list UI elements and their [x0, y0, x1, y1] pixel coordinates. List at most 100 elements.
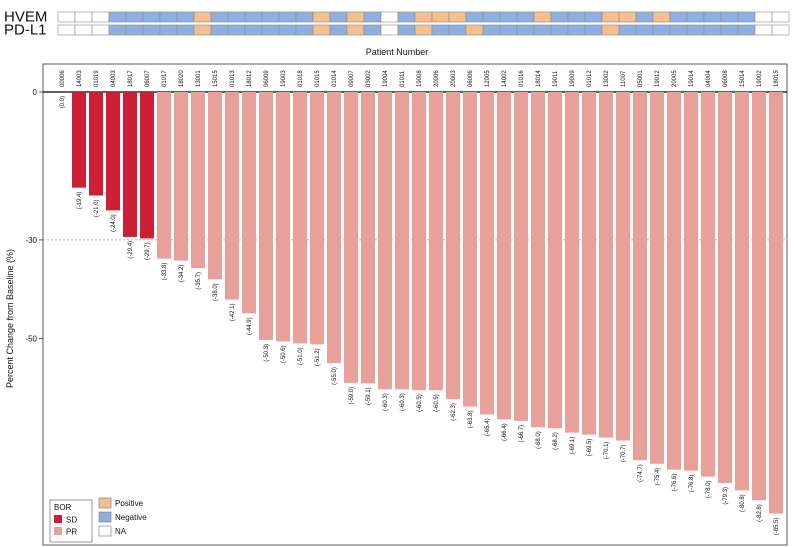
- bar-05001: [633, 92, 647, 461]
- x-tick-label: 06008: [723, 70, 729, 87]
- x-tick-label: 20003: [451, 70, 457, 87]
- data-label: (-79.3): [723, 487, 729, 505]
- bar-15014: [735, 92, 749, 491]
- x-tick-label: 01013: [230, 70, 236, 87]
- x-tick-label: 19011: [553, 70, 559, 87]
- track-cell-pd-l1: [125, 24, 144, 36]
- x-tick-label: 18017: [128, 70, 134, 87]
- bar-12005: [480, 92, 494, 415]
- bar-06006: [463, 92, 477, 407]
- track-cell-pd-l1: [720, 24, 739, 36]
- track-cell-hvem: [414, 11, 433, 23]
- x-tick-label: 01012: [587, 70, 593, 87]
- x-tick-label: 01018: [298, 70, 304, 87]
- track-cell-hvem: [159, 11, 178, 23]
- bar-01014: [327, 92, 341, 364]
- data-label: (-63.8): [468, 411, 474, 429]
- bar-06007: [140, 92, 154, 239]
- x-tick-label: 06007: [145, 70, 151, 87]
- bar-19004: [378, 92, 392, 390]
- x-tick-label: 19014: [689, 70, 695, 87]
- track-cell-hvem: [635, 11, 654, 23]
- data-label: (-21.0): [94, 200, 100, 218]
- track-cell-pd-l1: [499, 24, 518, 36]
- track-cell-hvem: [57, 11, 76, 23]
- data-label: (-62.3): [451, 403, 457, 421]
- track-cell-hvem: [329, 11, 348, 23]
- track-cell-pd-l1: [414, 24, 433, 36]
- x-tick-label: 06006: [468, 70, 474, 87]
- bar-14003: [72, 92, 86, 188]
- data-label: (0.0): [60, 96, 66, 108]
- bar-18012: [242, 92, 256, 314]
- data-label: (-60.5): [417, 394, 423, 412]
- x-tick-label: 01017: [162, 70, 168, 87]
- x-tick-label: 13002: [604, 70, 610, 87]
- biomarker-legend-label-positive: Positive: [115, 499, 144, 508]
- track-cell-hvem: [567, 11, 586, 23]
- track-cell-hvem: [584, 11, 603, 23]
- track-cell-pd-l1: [346, 24, 365, 36]
- data-label: (-59.1): [366, 387, 372, 405]
- bar-01016: [514, 92, 528, 421]
- x-tick-label: 05001: [638, 70, 644, 87]
- x-tick-label: 03002: [366, 70, 372, 87]
- track-cell-pd-l1: [550, 24, 569, 36]
- track-cell-hvem: [431, 11, 450, 23]
- bar-20003: [446, 92, 460, 400]
- x-tick-label: 19008: [417, 70, 423, 87]
- x-tick-label: 20006: [434, 70, 440, 87]
- track-cell-pd-l1: [380, 24, 399, 36]
- track-cell-hvem: [448, 11, 467, 23]
- track-cell-pd-l1: [465, 24, 484, 36]
- bar-04003: [106, 92, 120, 211]
- track-cell-hvem: [91, 11, 110, 23]
- track-cell-hvem: [312, 11, 331, 23]
- x-tick-label: 13001: [196, 70, 202, 87]
- bar-18015: [769, 92, 783, 514]
- track-cell-hvem: [278, 11, 297, 23]
- track-cell-hvem: [754, 11, 773, 23]
- track-cell-hvem: [601, 11, 620, 23]
- data-label: (-82.8): [757, 504, 763, 522]
- bar-01011: [395, 92, 409, 390]
- track-cell-hvem: [227, 11, 246, 23]
- track-cell-pd-l1: [771, 24, 790, 36]
- track-cell-hvem: [703, 11, 722, 23]
- bar-13001: [191, 92, 205, 269]
- data-label: (-50.3): [264, 344, 270, 362]
- data-label: (-51.2): [315, 348, 321, 366]
- x-tick-label: 01014: [332, 70, 338, 87]
- track-cell-hvem: [618, 11, 637, 23]
- track-cell-pd-l1: [108, 24, 127, 36]
- x-tick-label: 09007: [349, 70, 355, 87]
- x-tick-label: 19003: [281, 70, 287, 87]
- x-tick-label: 18014: [536, 70, 542, 87]
- x-tick-label: 04004: [706, 70, 712, 87]
- data-label: (-35.7): [196, 272, 202, 290]
- bar-06009: [259, 92, 273, 340]
- bar-13002: [599, 92, 613, 438]
- bar-01012: [582, 92, 596, 435]
- data-label: (-76.8): [689, 475, 695, 493]
- track-cell-pd-l1: [57, 24, 76, 36]
- track-cell-pd-l1: [601, 24, 620, 36]
- x-tick-label: 19004: [383, 70, 389, 87]
- track-cell-hvem: [550, 11, 569, 23]
- bar-01015: [310, 92, 324, 345]
- track-cell-pd-l1: [363, 24, 382, 36]
- x-tick-label: 15014: [740, 70, 746, 87]
- track-cell-hvem: [346, 11, 365, 23]
- track-cell-pd-l1: [567, 24, 586, 36]
- chart-title: Patient Number: [366, 47, 429, 57]
- data-label: (-69.1): [570, 437, 576, 455]
- x-tick-label: 06009: [264, 70, 270, 87]
- data-label: (-69.5): [587, 439, 593, 457]
- biomarker-legend-label-na: NA: [115, 527, 127, 536]
- bor-legend-swatch-sd: [54, 515, 62, 523]
- x-tick-label: 20005: [672, 70, 678, 87]
- data-label: (-29.4): [128, 241, 134, 259]
- data-label: (-50.6): [281, 345, 287, 363]
- bar-20005: [667, 92, 681, 470]
- track-cell-hvem: [516, 11, 535, 23]
